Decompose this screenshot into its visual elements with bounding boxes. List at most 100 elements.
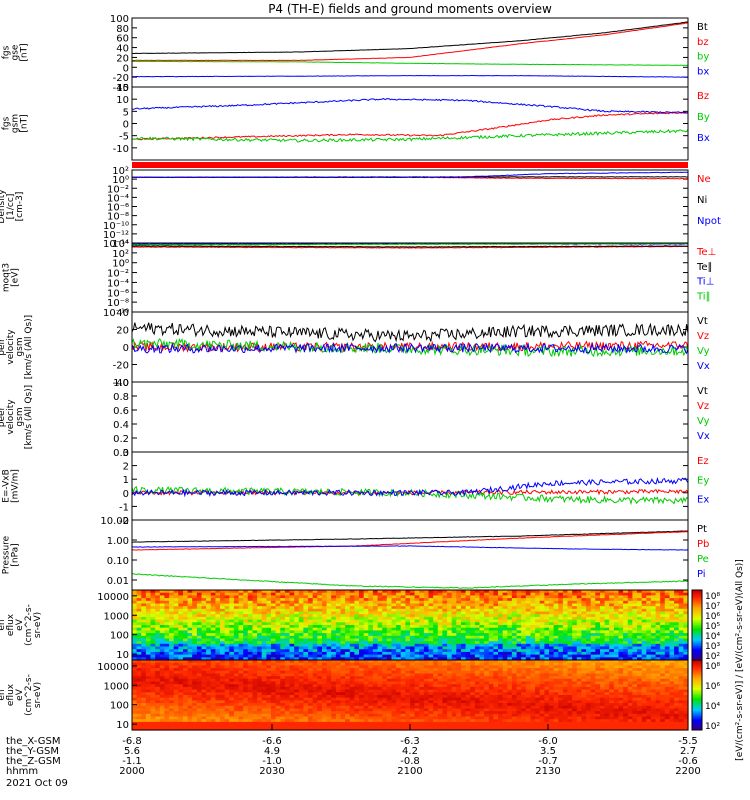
heat-cell <box>678 592 684 596</box>
heat-cell <box>322 625 328 629</box>
heat-cell <box>233 695 240 699</box>
heat-cell <box>641 595 647 599</box>
heat-cell <box>173 711 179 715</box>
heat-cell <box>266 638 272 642</box>
heat-cell <box>173 651 179 656</box>
heat-cell <box>238 708 244 712</box>
heat-cell <box>145 662 152 666</box>
heat-cell <box>567 592 573 596</box>
heat-cell <box>201 603 207 607</box>
heat-cell <box>335 708 342 712</box>
heat-cell <box>159 727 165 731</box>
heat-cell <box>257 713 263 718</box>
heat-cell <box>655 638 661 642</box>
heat-cell <box>210 616 216 621</box>
heat-cell <box>474 616 481 621</box>
heat-cell <box>136 695 142 699</box>
heat-cell <box>247 660 253 664</box>
heat-cell <box>132 668 138 672</box>
heat-cell <box>215 619 221 623</box>
heat-cell <box>507 619 513 623</box>
heat-cell <box>447 625 453 629</box>
heat-cell <box>595 638 601 642</box>
heat-cell <box>562 614 569 618</box>
heat-cell <box>178 598 184 602</box>
heat-cell <box>331 668 337 672</box>
heat-cell <box>187 700 193 704</box>
heat-cell <box>391 684 397 688</box>
colorbar-cell <box>692 609 702 612</box>
heat-cell <box>470 649 476 653</box>
heat-cell <box>349 606 355 610</box>
heat-cell <box>674 595 680 599</box>
heat-cell <box>423 630 430 634</box>
heat-cell <box>289 614 295 618</box>
heat-cell <box>206 600 212 605</box>
heat-cell <box>391 600 397 605</box>
heat-cell <box>683 595 689 599</box>
heat-cell <box>632 654 638 658</box>
heat-cell <box>340 641 346 645</box>
heat-cell <box>581 590 587 594</box>
heat-cell <box>405 638 411 642</box>
heat-cell <box>331 665 337 669</box>
heat-cell <box>386 590 392 594</box>
heat-cell <box>400 686 406 691</box>
heat-cell <box>396 633 402 637</box>
heat-cell <box>298 716 304 720</box>
heat-cell <box>544 635 550 640</box>
heat-cell <box>233 697 240 701</box>
heat-cell <box>437 638 443 642</box>
heat-cell <box>423 646 430 650</box>
heat-cell <box>340 724 346 728</box>
heat-cell <box>428 627 434 631</box>
heat-cell <box>322 703 328 707</box>
heat-cell <box>502 616 508 621</box>
heat-cell <box>590 603 596 607</box>
heat-cell <box>173 703 179 707</box>
heat-cell <box>178 692 184 696</box>
heat-cell <box>502 657 508 661</box>
heat-cell <box>451 611 457 615</box>
heat-cell <box>294 689 300 693</box>
heat-cell <box>382 665 388 669</box>
heat-cell <box>396 697 402 701</box>
heat-cell <box>183 614 189 618</box>
heat-cell <box>428 654 434 658</box>
heat-cell <box>247 689 253 693</box>
heat-cell <box>196 711 203 715</box>
heat-cell <box>247 603 253 607</box>
heat-cell <box>145 724 152 728</box>
heat-cell <box>312 622 318 626</box>
heat-cell <box>484 592 490 596</box>
heat-cell <box>340 703 346 707</box>
heat-cell <box>368 660 374 664</box>
heat-cell <box>479 614 485 618</box>
heat-cell <box>233 616 240 621</box>
heat-cell <box>335 625 342 629</box>
heat-cell <box>442 625 448 629</box>
heat-cell <box>238 721 244 726</box>
heat-cell <box>340 678 346 683</box>
heat-cell <box>516 641 522 645</box>
y-tick-label: 0 <box>123 343 129 354</box>
heat-cell <box>145 711 152 715</box>
heat-cell <box>646 649 652 653</box>
heat-cell <box>266 724 272 728</box>
heat-cell <box>206 705 212 710</box>
heat-cell <box>252 654 258 658</box>
heat-cell <box>549 643 555 648</box>
heat-cell <box>298 649 304 653</box>
heat-cell <box>437 654 443 658</box>
heat-cell <box>604 590 610 594</box>
heat-cell <box>632 627 638 631</box>
heat-cell <box>535 654 541 658</box>
heat-cell <box>650 641 657 645</box>
heat-cell <box>261 689 267 693</box>
heat-cell <box>368 649 374 653</box>
heat-cell <box>493 657 499 661</box>
heat-cell <box>632 600 638 605</box>
heat-cell <box>271 724 277 728</box>
heat-cell <box>298 668 304 672</box>
heat-cell <box>224 592 230 596</box>
